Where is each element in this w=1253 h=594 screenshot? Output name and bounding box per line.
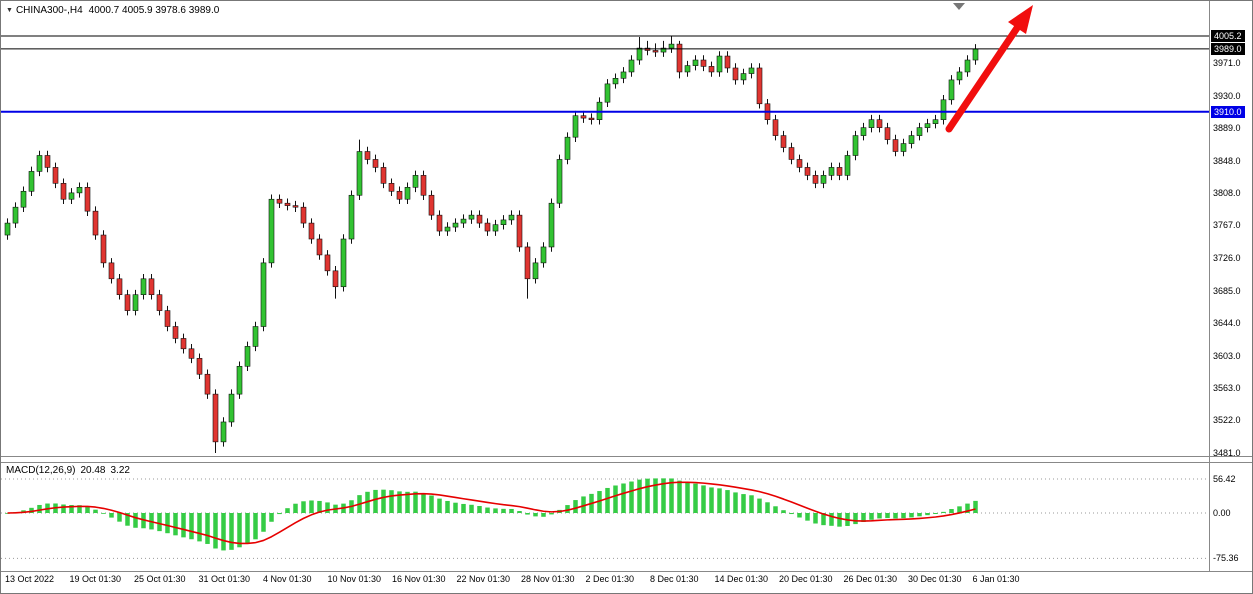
price-axis-label: 3808.0 (1213, 187, 1241, 198)
chart-header: ▼ CHINA300-,H4 4000.7 4005.9 3978.6 3989.0 (6, 5, 219, 16)
price-axis-label: 3522.0 (1213, 415, 1241, 426)
price-axis-label: 3930.0 (1213, 90, 1241, 101)
header-ohlc-values: 4000.7 4005.9 3978.6 3989.0 (88, 5, 220, 16)
price-axis-label: 3726.0 (1213, 253, 1241, 264)
time-axis-label: 10 Nov 01:30 (327, 574, 382, 584)
time-axis-label: 31 Oct 01:30 (198, 574, 251, 584)
chart-shift-marker-icon (953, 3, 965, 10)
time-axis-label: 22 Nov 01:30 (456, 574, 511, 584)
panel-frame-lines (1, 1, 1252, 572)
time-axis[interactable]: 13 Oct 2022 19 Oct 01:30 25 Oct 01:30 31 Oc… (1, 571, 1252, 593)
candlesticks (4, 36, 979, 453)
price-axis-label: 3848.0 (1213, 156, 1241, 167)
price-axis-label: 3971.0 (1213, 58, 1241, 69)
macd-signal-value: 3.22 (110, 465, 130, 476)
time-axis-label: 19 Oct 01:30 (69, 574, 122, 584)
time-axis-label: 14 Dec 01:30 (714, 574, 769, 584)
trend-arrow-annotation[interactable] (945, 5, 1033, 133)
price-axis-label: 3644.0 (1213, 318, 1241, 329)
time-axis-label: 25 Oct 01:30 (134, 574, 186, 584)
price-axis-label: 3563.0 (1213, 382, 1241, 393)
price-level-badge: 4005.2 (1211, 30, 1245, 42)
macd-axis-label: 0.00 (1213, 508, 1231, 518)
macd-main-value: 20.48 (80, 465, 106, 476)
time-axis-label: 2 Dec 01:30 (585, 574, 635, 584)
price-level-badge: 3910.0 (1211, 105, 1245, 118)
macd-name: MACD(12,26,9) (6, 465, 76, 476)
macd-indicator-label: MACD(12,26,9) 20.48 3.22 (6, 465, 135, 476)
symbol-timeframe-label: CHINA300-,H4 (15, 5, 83, 16)
macd-axis-label: 56.42 (1213, 474, 1236, 484)
macd-axis-label: -75.36 (1213, 553, 1239, 564)
price-axis[interactable]: 4005.2 3989.0 3910.0 3971.0 3930.0 3889.0 3848… (1210, 1, 1252, 571)
time-axis-label: 30 Dec 01:30 (908, 574, 962, 584)
macd-panel (5, 478, 978, 551)
price-axis-label: 3685.0 (1213, 285, 1241, 296)
symbol-dropdown-icon[interactable]: ▼ (6, 7, 13, 14)
time-axis-label: 28 Nov 01:30 (521, 574, 575, 584)
price-level-badge: 3989.0 (1211, 42, 1245, 55)
time-axis-label: 16 Nov 01:30 (392, 574, 446, 584)
time-axis-label: 20 Dec 01:30 (779, 574, 833, 584)
price-axis-label: 3603.0 (1213, 350, 1241, 361)
price-axis-label: 3481.0 (1213, 447, 1241, 458)
time-axis-label: 13 Oct 2022 (5, 574, 55, 584)
time-axis-label: 4 Nov 01:30 (263, 574, 312, 584)
time-axis-label: 6 Jan 01:30 (972, 574, 1020, 584)
price-axis-label: 3767.0 (1213, 220, 1241, 231)
arrow-head-icon (1008, 5, 1033, 34)
price-axis-label: 3889.0 (1213, 123, 1241, 134)
time-axis-label: 8 Dec 01:30 (650, 574, 699, 584)
macd-gridlines (1, 478, 1209, 559)
time-axis-label: 26 Dec 01:30 (843, 574, 898, 584)
